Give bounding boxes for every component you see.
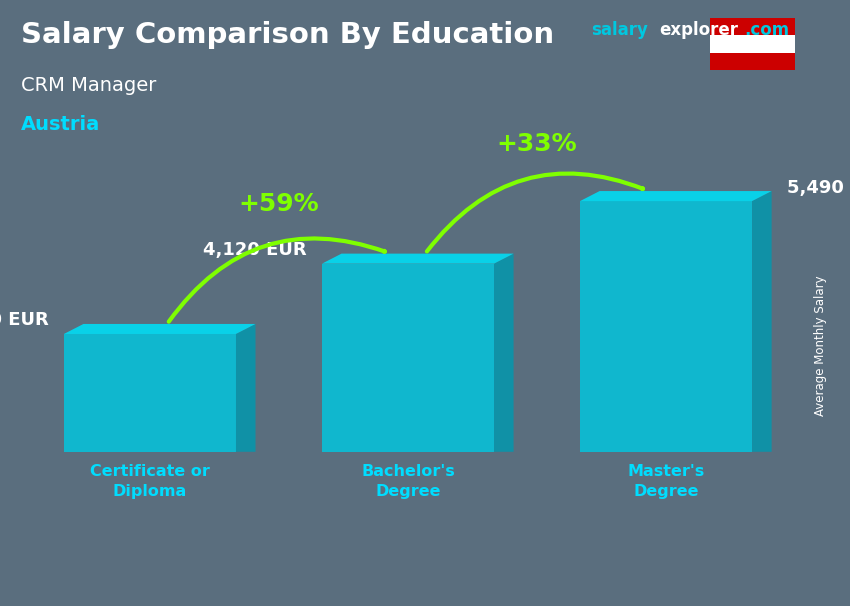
FancyArrowPatch shape (427, 173, 643, 251)
Text: +33%: +33% (496, 132, 577, 156)
Polygon shape (494, 254, 513, 452)
Text: Salary Comparison By Education: Salary Comparison By Education (21, 21, 554, 49)
Text: salary: salary (591, 21, 648, 39)
Polygon shape (752, 191, 772, 452)
Polygon shape (710, 35, 795, 53)
Text: Certificate or
Diploma: Certificate or Diploma (90, 464, 210, 499)
Text: Bachelor's
Degree: Bachelor's Degree (361, 464, 455, 499)
Text: 2,580 EUR: 2,580 EUR (0, 311, 48, 329)
Text: Austria: Austria (21, 115, 100, 134)
Polygon shape (322, 254, 513, 264)
Text: +59%: +59% (239, 192, 320, 216)
Polygon shape (322, 264, 494, 452)
Text: 4,120 EUR: 4,120 EUR (202, 241, 306, 259)
Text: explorer: explorer (659, 21, 738, 39)
Polygon shape (64, 324, 256, 334)
Polygon shape (580, 201, 752, 452)
Text: Master's
Degree: Master's Degree (627, 464, 705, 499)
Polygon shape (236, 324, 256, 452)
Text: .com: .com (744, 21, 789, 39)
Text: CRM Manager: CRM Manager (21, 76, 156, 95)
FancyArrowPatch shape (169, 238, 385, 322)
Polygon shape (64, 334, 236, 452)
Text: 5,490 EUR: 5,490 EUR (787, 179, 850, 198)
Text: Average Monthly Salary: Average Monthly Salary (813, 275, 827, 416)
Polygon shape (580, 191, 772, 201)
